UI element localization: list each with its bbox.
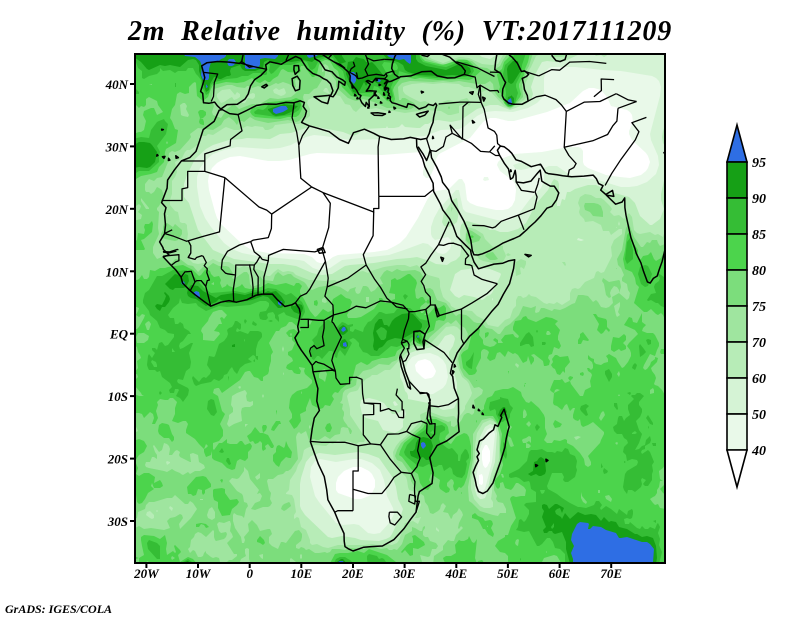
svg-text:40N: 40N — [105, 77, 129, 92]
svg-text:30S: 30S — [107, 514, 128, 529]
svg-text:10S: 10S — [108, 389, 128, 404]
svg-text:0: 0 — [246, 566, 253, 581]
svg-text:70: 70 — [752, 336, 766, 351]
svg-text:10N: 10N — [106, 264, 129, 279]
svg-text:20N: 20N — [105, 202, 129, 217]
svg-text:2m Relative humidity (%) VT:20: 2m Relative humidity (%) VT:2017111209 — [127, 16, 672, 47]
svg-text:70E: 70E — [600, 566, 622, 581]
svg-text:80: 80 — [752, 264, 766, 279]
svg-text:75: 75 — [752, 300, 766, 315]
svg-text:85: 85 — [752, 228, 766, 243]
svg-text:GrADS: IGES/COLA: GrADS: IGES/COLA — [5, 602, 112, 616]
svg-text:20S: 20S — [107, 452, 128, 467]
svg-text:20E: 20E — [341, 566, 364, 581]
svg-text:60E: 60E — [549, 566, 571, 581]
svg-text:60: 60 — [752, 372, 766, 387]
svg-text:10E: 10E — [290, 566, 312, 581]
svg-text:95: 95 — [752, 156, 766, 171]
svg-text:20W: 20W — [133, 566, 160, 581]
svg-text:30E: 30E — [393, 566, 416, 581]
svg-text:50: 50 — [752, 408, 766, 423]
svg-text:10W: 10W — [186, 566, 212, 581]
svg-text:EQ: EQ — [109, 327, 129, 342]
svg-text:40: 40 — [751, 444, 766, 459]
svg-text:50E: 50E — [497, 566, 519, 581]
svg-text:40E: 40E — [444, 566, 467, 581]
svg-text:90: 90 — [752, 192, 766, 207]
svg-text:30N: 30N — [105, 139, 129, 154]
